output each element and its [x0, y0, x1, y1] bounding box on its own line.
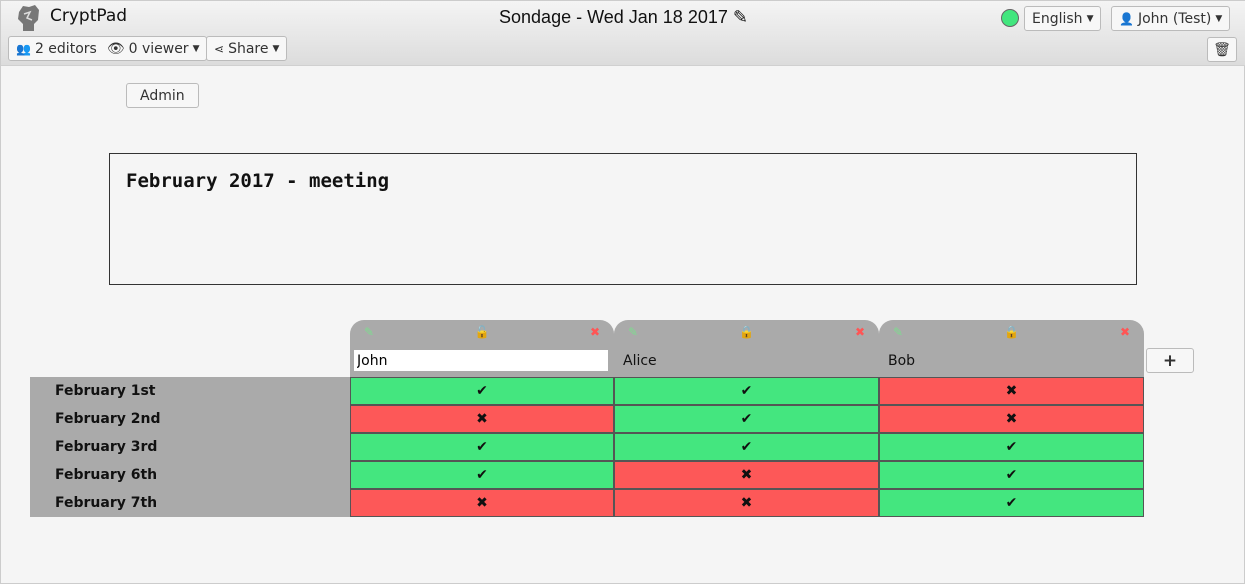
table-row: February 1st ✔ ✔ ✖: [30, 377, 1144, 405]
toolbar: CryptPad Sondage - Wed Jan 18 2017 ✎ 👥 2 …: [1, 1, 1245, 66]
pencil-icon[interactable]: ✎: [628, 325, 639, 339]
row-label: February 3rd: [30, 433, 350, 461]
row-label: February 2nd: [30, 405, 350, 433]
vote-cell[interactable]: ✔: [614, 377, 879, 405]
check-icon: ✔: [476, 439, 488, 455]
table-row: February 6th ✔ ✖ ✔: [30, 461, 1144, 489]
cryptpad-logo-icon: [18, 5, 39, 31]
share-button[interactable]: ⋖ Share ▼: [206, 36, 288, 61]
cross-icon: ✖: [740, 467, 753, 483]
vote-cell[interactable]: ✖: [614, 461, 879, 489]
vote-cell[interactable]: ✖: [879, 405, 1144, 433]
delete-button[interactable]: 🗑: [1207, 37, 1237, 62]
title-text: Sondage - Wed Jan 18 2017: [499, 7, 728, 27]
connection-status-indicator: [1001, 9, 1019, 27]
pencil-icon[interactable]: ✎: [364, 325, 375, 339]
vote-cell[interactable]: ✔: [879, 489, 1144, 517]
caret-down-icon: ▼: [1215, 13, 1223, 24]
add-column-button[interactable]: +: [1146, 348, 1194, 373]
table-row: February 2nd ✖ ✔ ✖: [30, 405, 1144, 433]
vote-cell[interactable]: ✔: [879, 433, 1144, 461]
cross-icon: ✖: [1005, 383, 1018, 399]
cross-icon: ✖: [1005, 411, 1018, 427]
check-icon: ✔: [740, 439, 753, 455]
users-icon: 👥: [16, 41, 31, 56]
column-actions: ✎ 🔓 ✖: [350, 325, 614, 341]
cross-icon: ✖: [476, 495, 488, 511]
cross-icon: ✖: [740, 495, 753, 511]
vote-cell[interactable]: ✔: [350, 433, 614, 461]
description-text: February 2017 - meeting: [126, 170, 390, 192]
lock-icon[interactable]: 🔒: [1004, 325, 1019, 339]
close-icon[interactable]: ✖: [589, 325, 600, 339]
vote-cell[interactable]: ✔: [614, 433, 879, 461]
eye-icon: 👁: [106, 40, 125, 57]
lock-icon[interactable]: 🔒: [739, 325, 754, 339]
vote-cell[interactable]: ✖: [350, 489, 614, 517]
caret-down-icon: ▼: [192, 43, 200, 54]
cross-icon: ✖: [476, 411, 488, 427]
column-name: Bob: [888, 353, 916, 369]
viewers-count: 0 viewer: [128, 40, 189, 57]
caret-down-icon: ▼: [272, 43, 280, 54]
column-actions: ✎ 🔒 ✖: [614, 325, 879, 341]
column-name: Alice: [623, 353, 657, 369]
language-label: English: [1032, 10, 1083, 27]
caret-down-icon: ▼: [1086, 13, 1094, 24]
row-label: February 7th: [30, 489, 350, 517]
row-label: February 1st: [30, 377, 350, 405]
column-name-input[interactable]: [354, 350, 608, 371]
pencil-icon[interactable]: ✎: [732, 7, 748, 27]
row-label: February 6th: [30, 461, 350, 489]
vote-cell[interactable]: ✖: [879, 377, 1144, 405]
check-icon: ✔: [740, 383, 753, 399]
unlock-icon[interactable]: 🔓: [474, 325, 490, 339]
table-row: February 3rd ✔ ✔ ✔: [30, 433, 1144, 461]
check-icon: ✔: [1005, 439, 1018, 455]
document-title[interactable]: Sondage - Wed Jan 18 2017 ✎: [1, 7, 1245, 28]
user-label: John (Test): [1137, 10, 1212, 27]
user-icon: 👤: [1119, 11, 1134, 26]
vote-cell[interactable]: ✔: [350, 461, 614, 489]
column-header: ✎ 🔒 ✖ Bob: [879, 320, 1144, 377]
table-row: February 7th ✖ ✖ ✔: [30, 489, 1144, 517]
users-button[interactable]: 👥 2 editors 👁 0 viewer ▼: [8, 36, 208, 61]
column-actions: ✎ 🔒 ✖: [879, 325, 1144, 341]
poll-description[interactable]: February 2017 - meeting: [109, 153, 1137, 285]
close-icon[interactable]: ✖: [854, 325, 865, 339]
share-icon: ⋖: [214, 41, 225, 56]
vote-cell[interactable]: ✔: [879, 461, 1144, 489]
check-icon: ✔: [740, 411, 753, 427]
language-selector[interactable]: English ▼: [1024, 6, 1102, 31]
admin-button[interactable]: Admin: [126, 83, 199, 108]
close-icon[interactable]: ✖: [1119, 325, 1130, 339]
trash-icon: 🗑: [1213, 41, 1231, 58]
check-icon: ✔: [476, 383, 488, 399]
vote-cell[interactable]: ✖: [614, 489, 879, 517]
pencil-icon[interactable]: ✎: [893, 325, 904, 339]
share-label: Share: [228, 40, 269, 57]
vote-cell[interactable]: ✔: [350, 377, 614, 405]
check-icon: ✔: [476, 467, 488, 483]
check-icon: ✔: [1005, 467, 1018, 483]
column-header: ✎ 🔓 ✖: [350, 320, 614, 377]
admin-label: Admin: [140, 87, 185, 104]
column-header: ✎ 🔒 ✖ Alice: [614, 320, 879, 377]
vote-cell[interactable]: ✔: [614, 405, 879, 433]
editors-count: 2 editors: [34, 40, 97, 57]
vote-cell[interactable]: ✖: [350, 405, 614, 433]
plus-icon: +: [1162, 350, 1178, 371]
check-icon: ✔: [1005, 495, 1018, 511]
user-menu-button[interactable]: 👤 John (Test) ▼: [1111, 6, 1231, 31]
app-brand: CryptPad: [50, 6, 128, 26]
